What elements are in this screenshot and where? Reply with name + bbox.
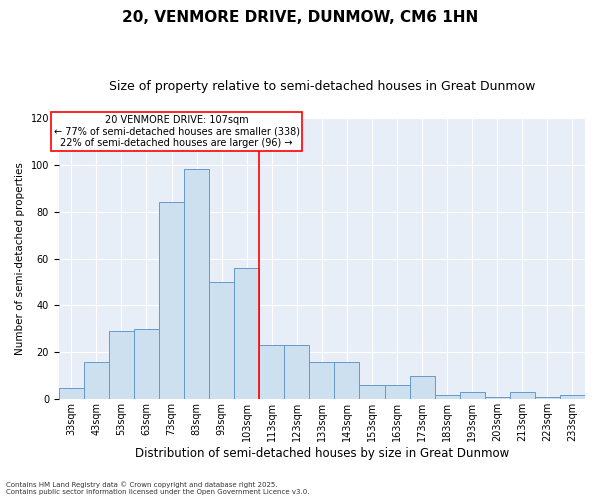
Bar bbox=[259, 346, 284, 400]
Text: Contains HM Land Registry data © Crown copyright and database right 2025.
Contai: Contains HM Land Registry data © Crown c… bbox=[6, 482, 310, 495]
Bar bbox=[410, 376, 434, 400]
Bar bbox=[159, 202, 184, 400]
Bar bbox=[184, 170, 209, 400]
Bar bbox=[460, 392, 485, 400]
Text: 20 VENMORE DRIVE: 107sqm
← 77% of semi-detached houses are smaller (338)
22% of : 20 VENMORE DRIVE: 107sqm ← 77% of semi-d… bbox=[53, 116, 299, 148]
Bar bbox=[84, 362, 109, 400]
Text: 20, VENMORE DRIVE, DUNMOW, CM6 1HN: 20, VENMORE DRIVE, DUNMOW, CM6 1HN bbox=[122, 10, 478, 25]
Bar bbox=[510, 392, 535, 400]
Bar bbox=[209, 282, 234, 400]
X-axis label: Distribution of semi-detached houses by size in Great Dunmow: Distribution of semi-detached houses by … bbox=[135, 447, 509, 460]
Bar bbox=[560, 394, 585, 400]
Bar bbox=[485, 397, 510, 400]
Bar bbox=[109, 332, 134, 400]
Bar bbox=[385, 385, 410, 400]
Bar bbox=[134, 329, 159, 400]
Bar bbox=[59, 388, 84, 400]
Bar bbox=[535, 397, 560, 400]
Title: Size of property relative to semi-detached houses in Great Dunmow: Size of property relative to semi-detach… bbox=[109, 80, 535, 93]
Y-axis label: Number of semi-detached properties: Number of semi-detached properties bbox=[15, 162, 25, 355]
Bar bbox=[434, 394, 460, 400]
Bar bbox=[234, 268, 259, 400]
Bar bbox=[284, 346, 310, 400]
Bar bbox=[359, 385, 385, 400]
Bar bbox=[310, 362, 334, 400]
Bar bbox=[334, 362, 359, 400]
